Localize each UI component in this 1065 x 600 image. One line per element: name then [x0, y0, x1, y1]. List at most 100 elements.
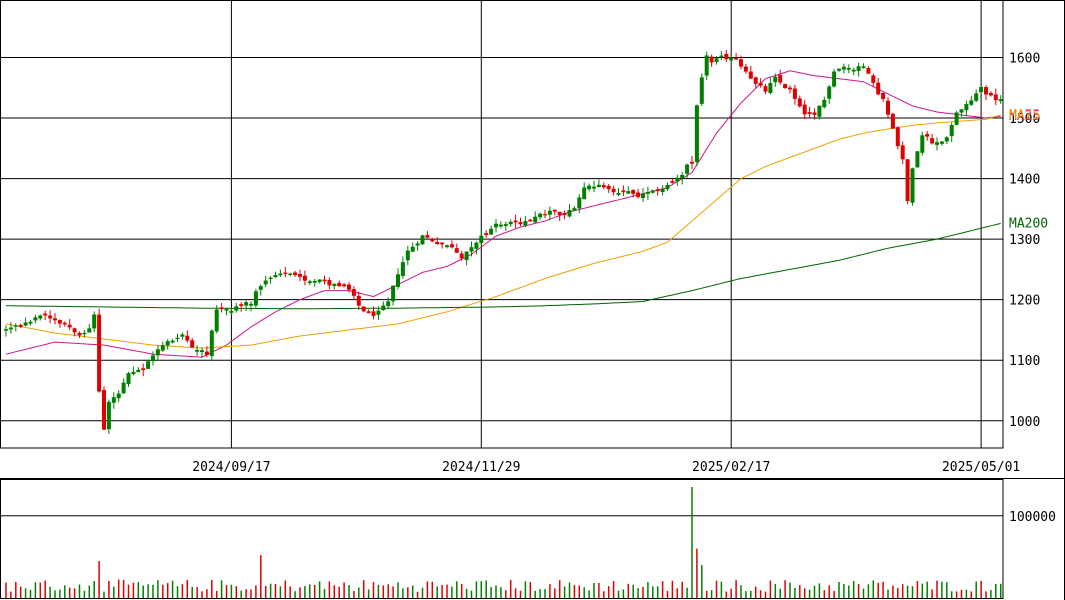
candle-body	[587, 185, 592, 190]
price-tick-label: 1000	[1009, 415, 1040, 430]
candle-body	[38, 315, 43, 319]
candle-body	[347, 284, 351, 290]
candle-body	[675, 177, 680, 182]
candle-body	[170, 340, 175, 343]
date-tick-label: 2024/09/17	[192, 460, 270, 475]
candle-body	[62, 322, 67, 325]
candle-body	[332, 283, 337, 286]
candle-body	[641, 193, 645, 198]
candle-body	[48, 315, 53, 319]
candle-body	[307, 281, 312, 284]
candle-body	[136, 369, 141, 373]
candle-body	[361, 306, 366, 312]
candle-body	[743, 66, 748, 72]
candle-body	[288, 273, 293, 275]
candle-body	[469, 247, 474, 252]
candle-body	[200, 350, 204, 352]
candle-body	[562, 213, 567, 215]
ma25-label: MA25	[1009, 109, 1040, 124]
candle-body	[592, 186, 596, 189]
candle-body	[577, 197, 582, 209]
candle-body	[959, 109, 964, 113]
candle-body	[837, 68, 841, 71]
candle-body	[405, 250, 410, 261]
price-axis-labels: 1000 1100 1200 1300 1400 1500 1600	[1009, 52, 1040, 430]
candle-body	[557, 211, 562, 215]
candle-body	[445, 245, 449, 248]
candle-body	[729, 57, 734, 61]
candle-body	[783, 84, 788, 89]
candle-body	[386, 301, 391, 307]
candle-body	[724, 53, 729, 60]
candle-body	[489, 228, 494, 235]
candle-body	[77, 333, 82, 336]
candle-body	[788, 87, 792, 90]
candle-body	[812, 112, 817, 115]
ma200-label: MA200	[1009, 216, 1048, 231]
price-tick-label: 1100	[1009, 354, 1040, 369]
candle-body	[567, 210, 572, 217]
candle-body	[160, 345, 165, 351]
candle-body	[273, 275, 278, 278]
candle-body	[13, 325, 18, 327]
candle-body	[890, 113, 895, 129]
candle-body	[758, 82, 763, 86]
candle-body	[969, 100, 974, 105]
candle-body	[342, 284, 347, 287]
candle-body	[33, 317, 38, 321]
candle-body	[773, 76, 778, 83]
candle-body	[734, 57, 739, 60]
candle-body	[121, 382, 126, 394]
candle-body	[57, 320, 62, 324]
candle-body	[827, 86, 832, 99]
candle-body	[53, 318, 57, 321]
candle-body	[23, 322, 28, 326]
candle-body	[356, 295, 361, 306]
candle-body	[930, 138, 935, 144]
candle-body	[67, 324, 72, 328]
date-tick-label: 2025/02/17	[692, 460, 770, 475]
candle-body	[479, 235, 484, 244]
candle-body	[935, 142, 939, 145]
candle-body	[944, 137, 949, 142]
candle-body	[253, 291, 258, 306]
candle-body	[797, 98, 802, 107]
ma25-line	[5, 70, 1001, 358]
volume-bars	[5, 487, 1002, 598]
candle-body	[435, 242, 440, 245]
candle-body	[337, 282, 342, 287]
candle-body	[312, 280, 317, 283]
candle-body	[371, 311, 376, 316]
candle-body	[18, 325, 23, 327]
candle-body	[998, 99, 1003, 102]
candle-body	[621, 190, 626, 193]
candle-body	[650, 190, 655, 193]
candle-body	[430, 238, 435, 242]
volume-panel-frame	[0, 479, 1004, 599]
candle-body	[822, 99, 827, 108]
candle-body	[851, 69, 856, 72]
candle-body	[631, 190, 636, 194]
candle-body	[778, 75, 783, 83]
price-tick-label: 1500	[1009, 112, 1040, 127]
price-panel-frame	[0, 0, 1004, 449]
candle-body	[425, 235, 430, 238]
candle-body	[861, 66, 866, 69]
candle-body	[4, 329, 8, 331]
candle-body	[449, 244, 454, 248]
candle-body	[655, 189, 660, 192]
candle-body	[116, 393, 121, 399]
ma75-label: MA75	[1009, 108, 1040, 123]
candle-body	[645, 192, 650, 194]
candle-body	[111, 397, 116, 403]
candle-body	[391, 285, 396, 302]
candle-body	[552, 209, 557, 212]
candle-body	[498, 224, 503, 227]
candle-body	[670, 181, 675, 183]
candle-body	[680, 174, 685, 179]
candle-body	[920, 135, 925, 153]
candle-body	[699, 77, 704, 104]
candle-body	[949, 125, 954, 137]
candle-body	[954, 112, 959, 125]
